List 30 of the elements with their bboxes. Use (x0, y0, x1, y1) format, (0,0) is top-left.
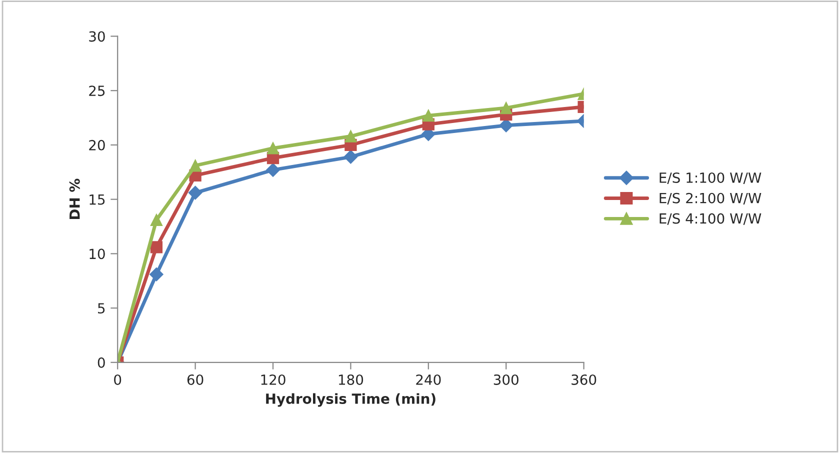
y-tick-label: 30 (89, 31, 105, 42)
point (500, 102, 512, 114)
y-tick-label: 0 (98, 357, 105, 368)
x-tick-label: 60 (187, 374, 204, 385)
point (150, 214, 163, 226)
y-tick-label: 5 (98, 303, 105, 314)
y-tick-label: 25 (89, 86, 105, 96)
point (344, 130, 357, 142)
point (188, 186, 202, 200)
point (150, 267, 164, 282)
x-tick-label: 120 (261, 374, 286, 385)
legend-label: E/S 1:100 W/W (660, 172, 762, 184)
point (266, 142, 280, 154)
x-tick-label: 180 (338, 374, 364, 385)
point (422, 110, 434, 122)
legend-label: E/S 2:100 W/W (660, 192, 762, 204)
point (150, 241, 163, 254)
point (266, 163, 280, 177)
x-tick-label: 300 (494, 374, 518, 385)
point (189, 160, 202, 172)
x-axis-title: Hydrolysis Time (min) (266, 393, 436, 407)
legend-label: E/S 4:100 W/W (660, 213, 762, 225)
y-tick-label: 10 (90, 248, 105, 260)
y-tick-label: 15 (90, 194, 105, 205)
point (344, 150, 358, 164)
x-tick-label: 240 (416, 374, 441, 385)
y-tick-label: 20 (89, 140, 105, 150)
x-tick-label: 0 (114, 374, 122, 385)
x-tick-label: 360 (572, 374, 596, 385)
y-axis-title: DH % (69, 178, 80, 219)
